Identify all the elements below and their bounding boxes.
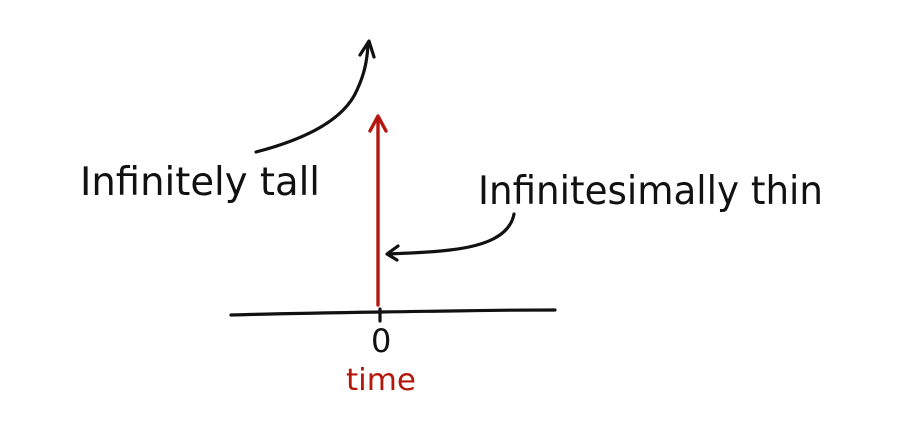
label-infinitesimally-thin: Infinitesimally thin [478,169,823,214]
impulse-arrowhead [368,114,388,133]
tall-arrow [254,43,370,154]
label-time-axis: time [346,363,416,398]
tall-arrowhead [358,39,376,59]
time-axis-line [229,308,557,317]
thin-arrowhead [385,244,400,262]
label-zero: 0 [371,322,391,360]
thin-arrow [387,212,516,256]
label-infinitely-tall: Infinitely tall [80,160,320,205]
